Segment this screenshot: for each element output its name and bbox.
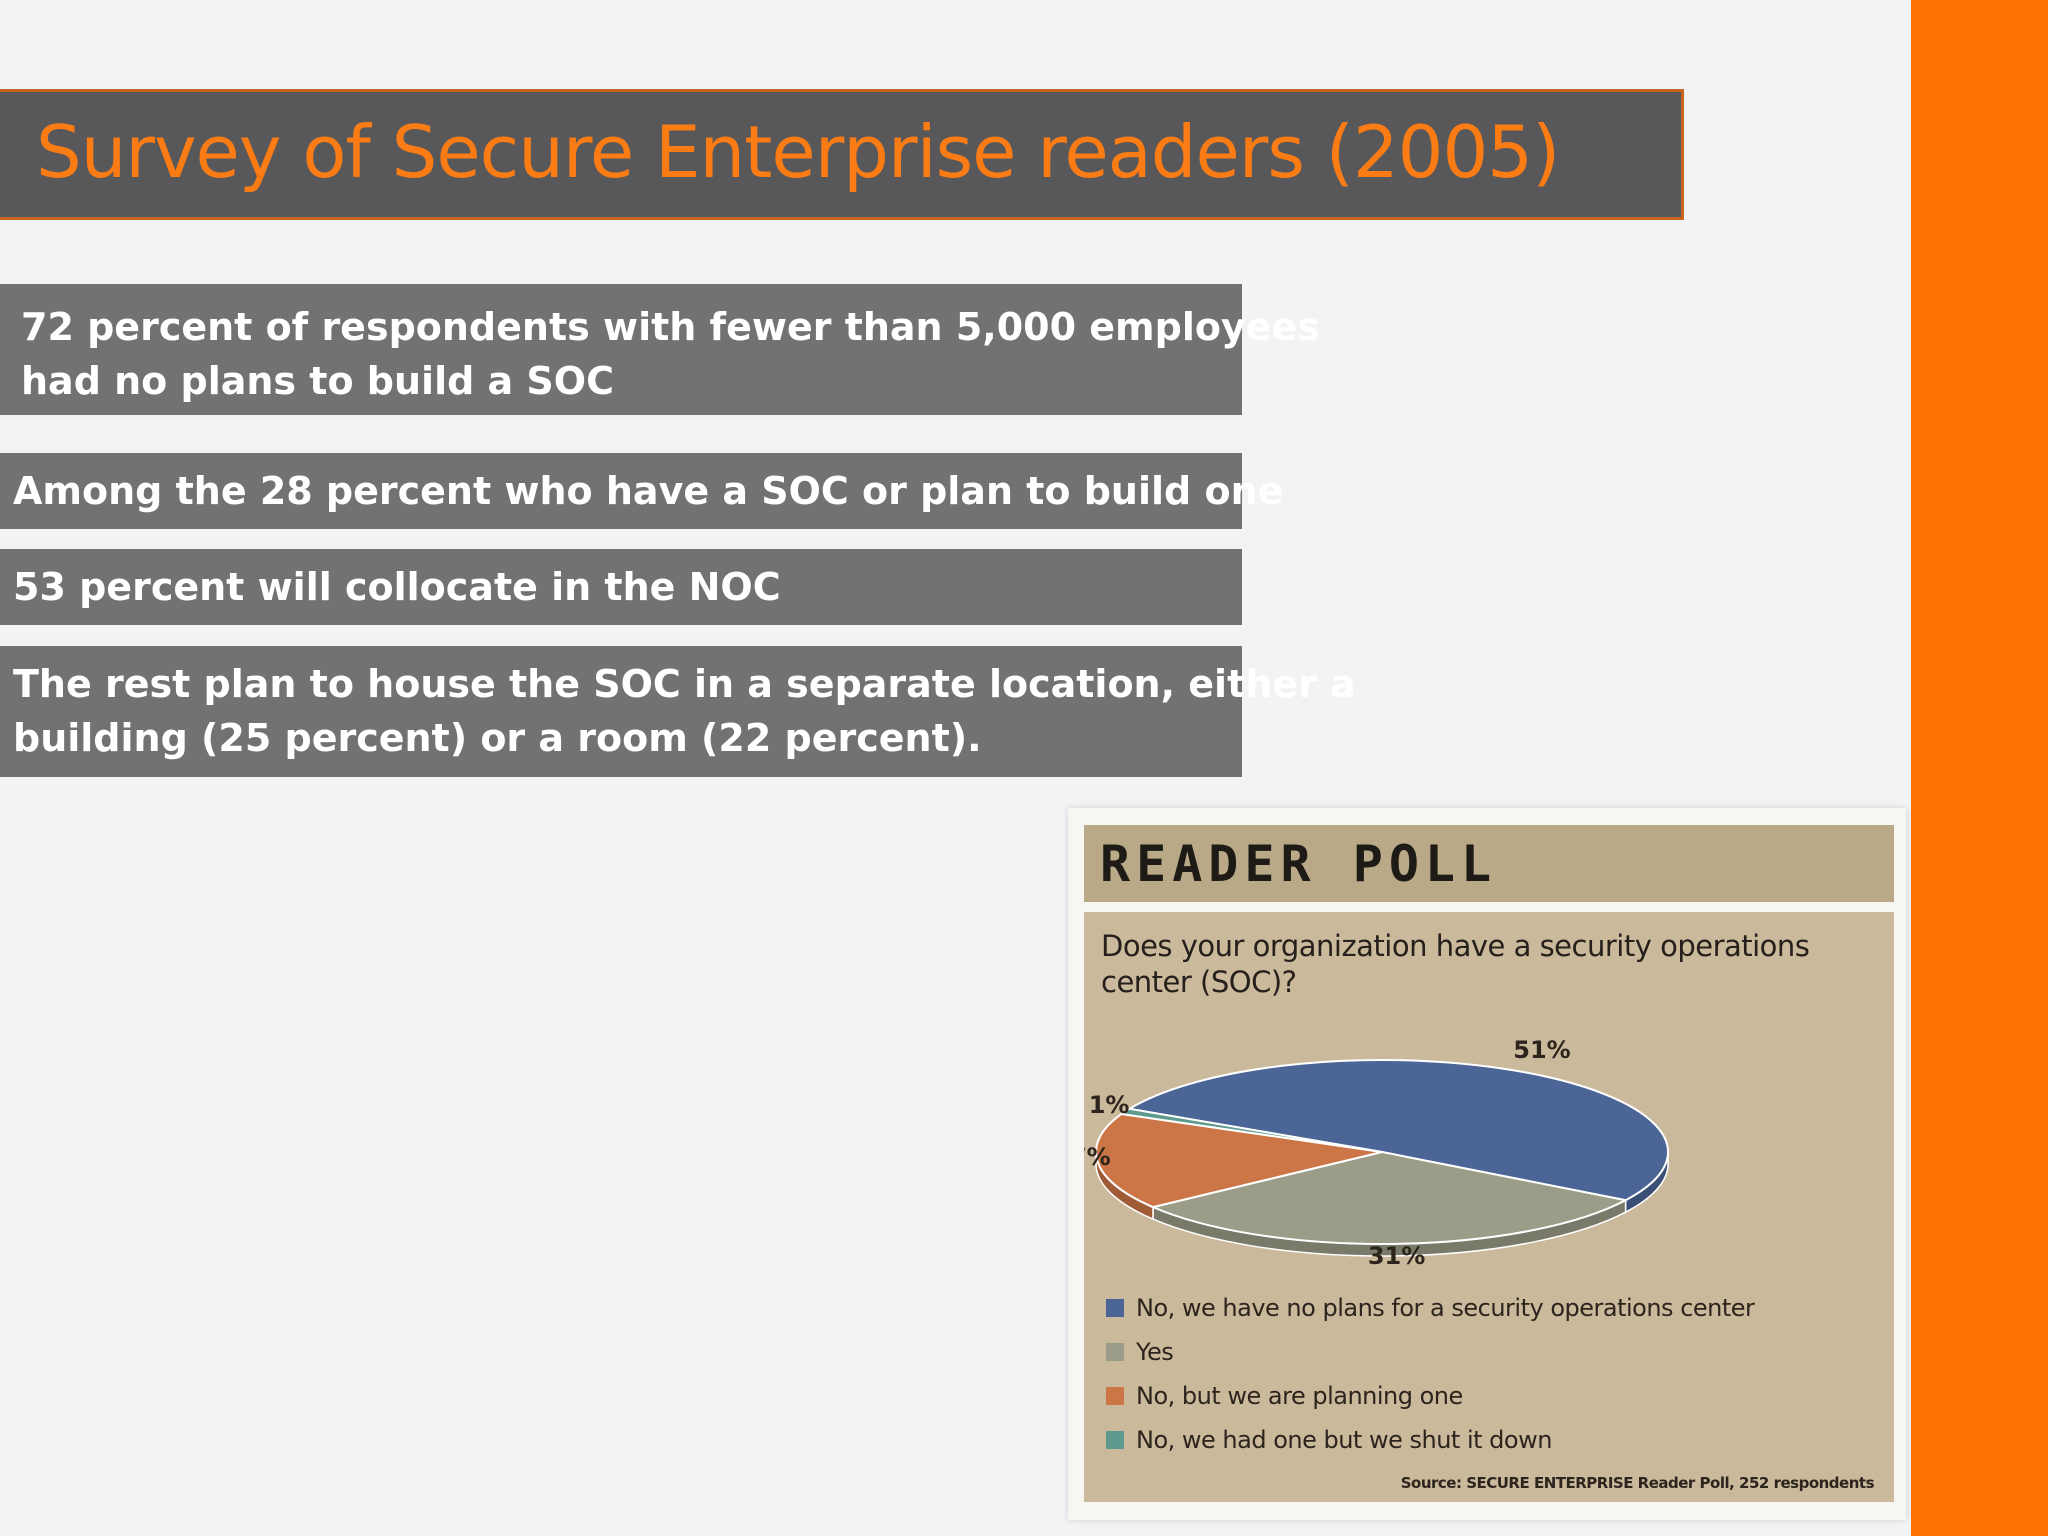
pie-slice-2: [1149, 1150, 1629, 1245]
bullet-box-1: 72 percent of respondents with fewer tha…: [0, 284, 1320, 415]
legend-label-4: No, we had one but we shut it down: [1136, 1426, 1552, 1454]
accent-side-bar: [1911, 0, 2048, 1536]
pie-label-4: 1%: [1089, 1091, 1130, 1119]
legend-swatch-3: [1106, 1387, 1124, 1405]
poll-question-line-2: center (SOC)?: [1101, 965, 1297, 999]
pie-label-3: 17%: [1084, 1143, 1111, 1171]
bullet-1-line-1: 72 percent of respondents with fewer tha…: [21, 305, 1320, 349]
slide-title: Survey of Secure Enterprise readers (200…: [36, 110, 1560, 194]
bullet-4-line-1: The rest plan to house the SOC in a sepa…: [13, 662, 1356, 706]
bullet-box-3: 53 percent will collocate in the NOC: [0, 549, 1242, 625]
bullet-2-line-1: Among the 28 percent who have a SOC or p…: [13, 469, 1284, 513]
pie-slice-3: [1095, 1112, 1383, 1209]
legend-swatch-1: [1106, 1299, 1124, 1317]
title-banner: Survey of Secure Enterprise readers (200…: [0, 89, 1684, 220]
poll-body: Does your organization have a security o…: [1084, 912, 1894, 1502]
legend-label-1: No, we have no plans for a security oper…: [1136, 1294, 1755, 1322]
pie-chart: 51% 31% 17% 1%: [1084, 1036, 1669, 1270]
reader-poll-figure: READER POLL Does your organization have …: [1068, 808, 1906, 1520]
legend-swatch-2: [1106, 1343, 1124, 1361]
pie-slice-1: [1126, 1059, 1669, 1202]
pie-label-2: 31%: [1368, 1242, 1425, 1270]
poll-source-note: Source: SECURE ENTERPRISE Reader Poll, 2…: [1400, 1474, 1875, 1492]
legend-swatch-4: [1106, 1431, 1124, 1449]
poll-question-line-1: Does your organization have a security o…: [1101, 929, 1810, 963]
bullet-1-line-2: had no plans to build a SOC: [21, 359, 614, 403]
poll-header-bar: READER POLL: [1084, 825, 1894, 902]
pie-slice-4: [1118, 1107, 1383, 1153]
legend-label-2: Yes: [1136, 1338, 1174, 1366]
bullet-3-line-1: 53 percent will collocate in the NOC: [13, 565, 781, 609]
legend-label-3: No, but we are planning one: [1136, 1382, 1463, 1410]
poll-question: Does your organization have a security o…: [1101, 928, 1881, 1000]
bullet-4-line-2: building (25 percent) or a room (22 perc…: [13, 716, 982, 760]
pie-label-1: 51%: [1513, 1036, 1570, 1064]
bullet-box-2: Among the 28 percent who have a SOC or p…: [0, 453, 1284, 529]
poll-header-title: READER POLL: [1100, 835, 1498, 893]
bullet-box-4: The rest plan to house the SOC in a sepa…: [0, 646, 1356, 777]
